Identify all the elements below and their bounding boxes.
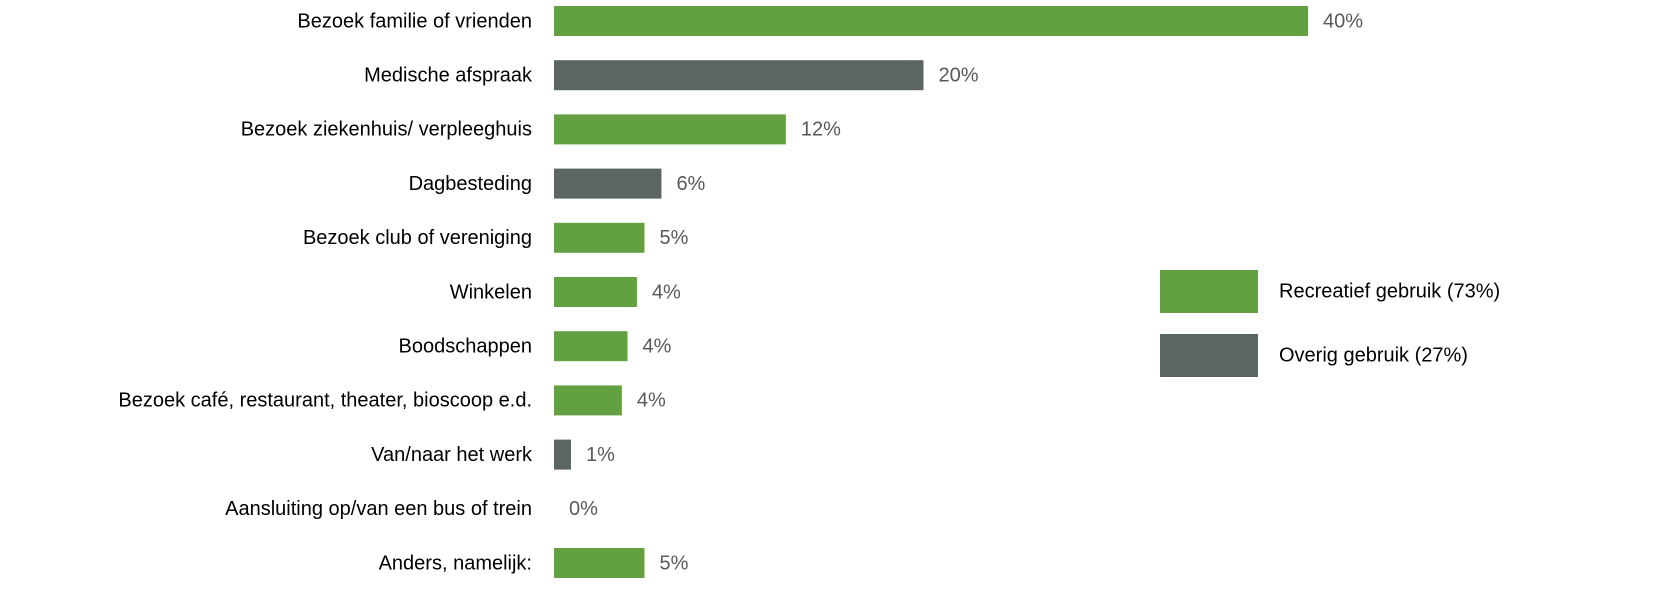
bar <box>554 168 662 199</box>
legend-swatch <box>1160 270 1258 313</box>
category-label: Bezoek familie of vrienden <box>297 10 532 32</box>
bar <box>554 6 1308 36</box>
legend-swatch <box>1160 334 1258 377</box>
category-label: Medische afspraak <box>364 64 533 86</box>
category-label: Winkelen <box>450 281 532 303</box>
bar <box>554 331 628 362</box>
bar <box>554 277 637 307</box>
category-label: Bezoek club of vereniging <box>303 227 532 249</box>
value-label: 40% <box>1323 10 1363 32</box>
bar <box>554 548 645 578</box>
bar <box>554 439 571 470</box>
legend-label: Overig gebruik (27%) <box>1279 344 1468 366</box>
value-label: 0% <box>569 498 598 520</box>
category-label: Van/naar het werk <box>371 444 533 466</box>
category-label: Boodschappen <box>399 335 532 357</box>
category-label: Anders, namelijk: <box>379 552 532 574</box>
bar <box>554 222 645 253</box>
value-label: 5% <box>659 227 688 249</box>
bar <box>554 60 924 91</box>
value-label: 4% <box>643 335 672 357</box>
value-label: 6% <box>676 173 705 195</box>
value-label: 4% <box>652 281 681 303</box>
bar <box>554 114 786 145</box>
value-label: 5% <box>659 552 688 574</box>
category-label: Bezoek ziekenhuis/ verpleeghuis <box>241 119 532 141</box>
value-label: 20% <box>938 64 978 86</box>
value-label: 1% <box>586 444 615 466</box>
value-label: 4% <box>637 390 666 412</box>
category-label: Dagbesteding <box>409 173 532 195</box>
category-label: Aansluiting op/van een bus of trein <box>225 498 532 520</box>
category-label: Bezoek café, restaurant, theater, biosco… <box>118 390 532 412</box>
bar <box>554 385 622 416</box>
legend-label: Recreatief gebruik (73%) <box>1279 280 1500 302</box>
value-label: 12% <box>801 119 841 141</box>
